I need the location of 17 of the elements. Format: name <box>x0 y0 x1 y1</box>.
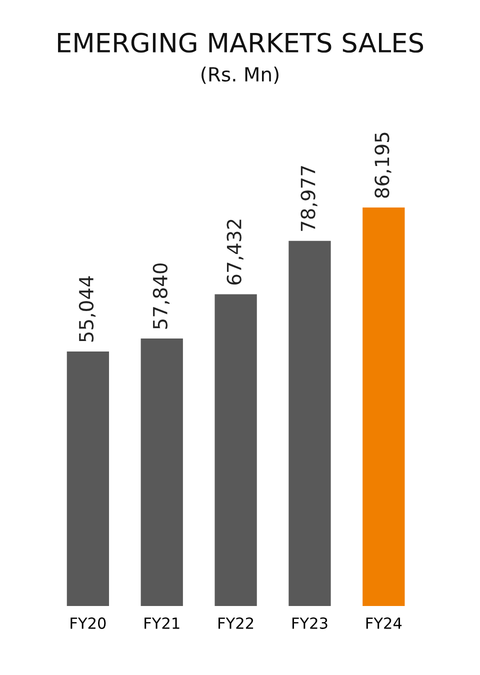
data-label: 67,432 <box>226 220 244 285</box>
bar <box>288 240 331 606</box>
bar <box>214 294 257 606</box>
data-label: 55,044 <box>78 276 96 342</box>
bar <box>66 351 110 606</box>
x-tick-label: FY21 <box>144 617 180 629</box>
chart-title: EMERGING MARKETS SALES <box>58 32 424 53</box>
bar <box>362 207 405 606</box>
x-tick-label: FY20 <box>70 617 106 629</box>
x-tick-label: FY23 <box>292 617 328 629</box>
data-label: 86,195 <box>374 132 392 198</box>
data-label: 78,977 <box>300 166 318 231</box>
x-tick-label: FY22 <box>218 617 254 629</box>
bar <box>140 338 183 606</box>
data-label: 57,840 <box>152 263 170 329</box>
x-tick-label: FY24 <box>366 617 402 629</box>
chart-subtitle: (Rs. Mn) <box>202 66 278 84</box>
